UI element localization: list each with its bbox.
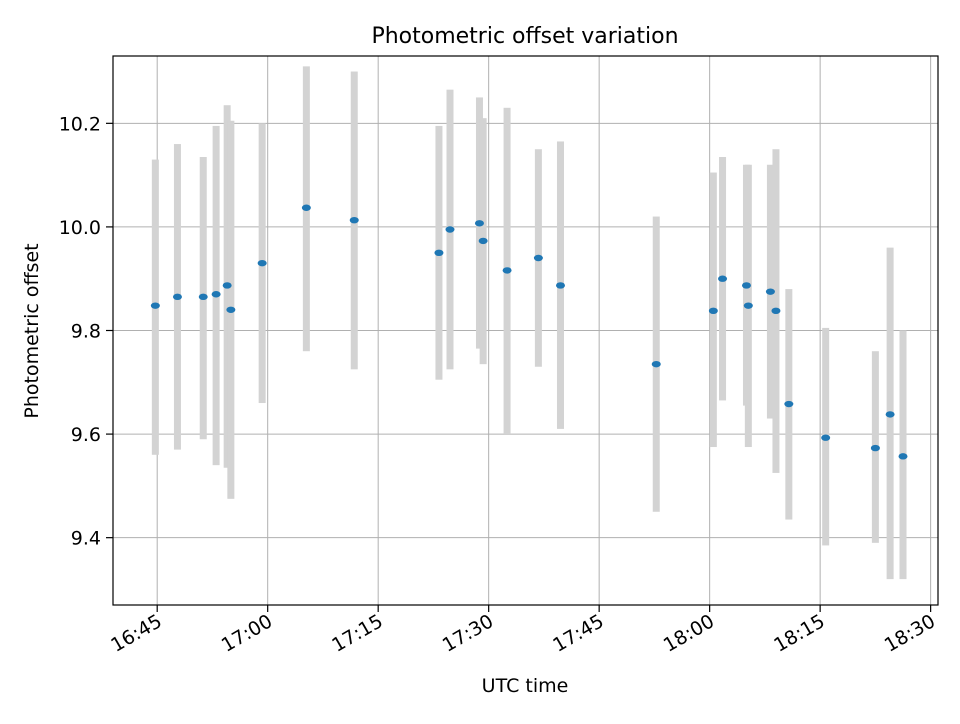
y-tick-label: 10.0 bbox=[59, 217, 101, 239]
data-point bbox=[172, 293, 182, 301]
x-tick-label: 16:45 bbox=[107, 610, 165, 656]
data-point bbox=[885, 411, 895, 418]
data-point bbox=[708, 307, 718, 315]
chart-title: Photometric offset variation bbox=[371, 24, 678, 49]
errorbar-layer bbox=[151, 66, 907, 580]
x-tick-label: 17:00 bbox=[218, 610, 276, 656]
data-point bbox=[784, 400, 794, 408]
y-axis: 9.4 9.6 9.8 10.0 10.2 bbox=[59, 113, 113, 550]
x-tick-label: 18:15 bbox=[770, 610, 828, 656]
x-tick-label: 18:00 bbox=[660, 610, 718, 656]
x-tick-label: 18:30 bbox=[881, 610, 939, 656]
data-point bbox=[349, 216, 359, 224]
y-tick-label: 9.8 bbox=[71, 321, 101, 343]
y-tick-label: 10.2 bbox=[59, 113, 101, 135]
data-point bbox=[478, 237, 488, 245]
data-point bbox=[898, 453, 908, 460]
point-layer bbox=[150, 204, 908, 460]
data-point bbox=[445, 226, 455, 233]
y-tick-label: 9.6 bbox=[71, 424, 101, 446]
data-point bbox=[555, 282, 565, 289]
data-point bbox=[502, 267, 512, 274]
data-point bbox=[222, 282, 232, 289]
data-point bbox=[870, 444, 880, 452]
y-tick-label: 9.4 bbox=[71, 528, 101, 550]
x-tick-label: 17:15 bbox=[328, 610, 386, 656]
data-point bbox=[301, 204, 311, 211]
data-point bbox=[743, 302, 753, 309]
x-axis: 16:45 17:00 17:15 17:30 17:45 18:00 18:15 18:30 bbox=[107, 605, 939, 657]
data-point bbox=[765, 288, 775, 295]
data-point bbox=[771, 307, 781, 315]
data-point bbox=[434, 249, 444, 257]
x-axis-label: UTC time bbox=[482, 675, 569, 697]
data-point bbox=[198, 293, 208, 301]
data-point bbox=[474, 220, 484, 227]
data-point bbox=[741, 282, 751, 289]
data-point bbox=[718, 275, 728, 282]
data-point bbox=[257, 259, 267, 267]
data-point bbox=[533, 254, 543, 262]
data-point bbox=[226, 306, 236, 313]
x-tick-label: 17:45 bbox=[549, 610, 607, 656]
data-point bbox=[821, 434, 831, 441]
grid-layer bbox=[113, 56, 938, 605]
data-point bbox=[150, 302, 160, 309]
data-point bbox=[651, 360, 661, 368]
y-axis-label: Photometric offset bbox=[21, 243, 43, 418]
data-point bbox=[211, 291, 221, 298]
x-tick-label: 17:30 bbox=[439, 610, 497, 656]
